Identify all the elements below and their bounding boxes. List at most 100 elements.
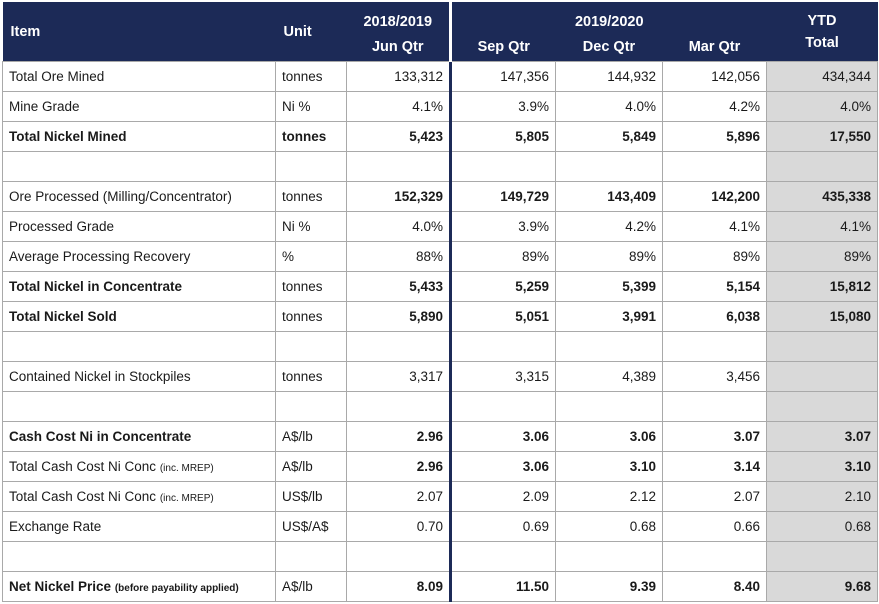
- cell-sep-qtr: 11.50: [449, 571, 556, 602]
- row-item-note: (inc. MREP): [159, 493, 214, 504]
- cell-sep-qtr: 149,729: [449, 181, 556, 212]
- cell-jun-qtr: 5,890: [346, 301, 451, 332]
- row-item-label: Total Cash Cost Ni Conc: [9, 489, 157, 504]
- row-unit: tonnes: [275, 361, 347, 392]
- cell-sep-qtr: 5,051: [449, 301, 556, 332]
- cell-jun-qtr: 5,423: [346, 121, 451, 152]
- row-item: Average Processing Recovery: [2, 241, 276, 272]
- cell-mar-qtr: 142,056: [661, 61, 768, 92]
- cell-jun-qtr: 152,329: [346, 181, 451, 212]
- spacer-row: [2, 391, 879, 422]
- cell-mar-qtr: 3.14: [661, 451, 768, 482]
- row-item: Mine Grade: [2, 91, 276, 122]
- cell-dec-qtr: 143,409: [555, 181, 663, 212]
- cell-ytd-total: 9.68: [766, 571, 879, 602]
- row-unit: tonnes: [275, 121, 347, 152]
- header-unit: Unit: [275, 2, 347, 62]
- cell-mar-qtr: 6,038: [661, 301, 768, 332]
- cell-ytd-total: 3.07: [766, 421, 879, 452]
- header-jun-qtr: Jun Qtr: [346, 32, 451, 62]
- cell-ytd-total: 2.10: [766, 481, 879, 512]
- row-item-label: Net Nickel Price: [9, 579, 112, 594]
- cell-dec-qtr: 3,991: [555, 301, 663, 332]
- row-item: Total Cash Cost Ni Conc (inc. MREP): [2, 451, 276, 482]
- header-ytd-line1: YTD: [807, 12, 837, 29]
- cell-mar-qtr: 5,154: [661, 271, 768, 302]
- row-item: Contained Nickel in Stockpiles: [2, 361, 276, 392]
- row-unit: US$/lb: [275, 481, 347, 512]
- table-row: Total Nickel Mined tonnes 5,423 5,805 5,…: [2, 121, 879, 152]
- cell-dec-qtr: 3.10: [555, 451, 663, 482]
- header-dec-qtr: Dec Qtr: [555, 32, 663, 62]
- row-item: Total Cash Cost Ni Conc (inc. MREP): [2, 481, 276, 512]
- cell-dec-qtr: 5,849: [555, 121, 663, 152]
- spacer-row: [2, 151, 879, 182]
- cell-dec-qtr: 5,399: [555, 271, 663, 302]
- cell-mar-qtr: 142,200: [661, 181, 768, 212]
- row-item-label: Total Cash Cost Ni Conc: [9, 459, 157, 474]
- cell-sep-qtr: 3.9%: [449, 91, 556, 122]
- cell-ytd-total: 89%: [766, 241, 879, 272]
- header-period-2018-2019: 2018/2019: [346, 2, 451, 32]
- row-unit: tonnes: [275, 271, 347, 302]
- row-item: Total Nickel Sold: [2, 301, 276, 332]
- cell-dec-qtr: 89%: [555, 241, 663, 272]
- row-unit: US$/A$: [275, 511, 347, 542]
- cell-ytd-total: 0.68: [766, 511, 879, 542]
- cell-mar-qtr: 2.07: [661, 481, 768, 512]
- header-item: Item: [2, 2, 276, 62]
- cell-sep-qtr: 3.9%: [449, 211, 556, 242]
- row-unit: A$/lb: [275, 571, 347, 602]
- table-row: Total Ore Mined tonnes 133,312 147,356 1…: [2, 61, 879, 92]
- cell-mar-qtr: 4.1%: [661, 211, 768, 242]
- table-row: Total Nickel Sold tonnes 5,890 5,051 3,9…: [2, 301, 879, 332]
- cell-sep-qtr: 5,805: [449, 121, 556, 152]
- cell-jun-qtr: 2.07: [346, 481, 451, 512]
- header-sep-qtr: Sep Qtr: [449, 32, 556, 62]
- cell-dec-qtr: 3.06: [555, 421, 663, 452]
- table-row: Exchange Rate US$/A$ 0.70 0.69 0.68 0.66…: [2, 511, 879, 542]
- cell-mar-qtr: 0.66: [661, 511, 768, 542]
- cell-ytd-total: 434,344: [766, 61, 879, 92]
- row-unit: Ni %: [275, 91, 347, 122]
- cell-mar-qtr: 4.2%: [661, 91, 768, 122]
- spacer-row: [2, 331, 879, 362]
- cell-jun-qtr: 3,317: [346, 361, 451, 392]
- cell-mar-qtr: 89%: [661, 241, 768, 272]
- cell-jun-qtr: 0.70: [346, 511, 451, 542]
- row-item-note: (before payability applied): [114, 583, 239, 594]
- table-row: Cash Cost Ni in Concentrate A$/lb 2.96 3…: [2, 421, 879, 452]
- cell-sep-qtr: 0.69: [449, 511, 556, 542]
- cell-jun-qtr: 8.09: [346, 571, 451, 602]
- cell-mar-qtr: 3.07: [661, 421, 768, 452]
- cell-jun-qtr: 4.1%: [346, 91, 451, 122]
- row-item: Total Nickel in Concentrate: [2, 271, 276, 302]
- row-unit: %: [275, 241, 347, 272]
- cell-dec-qtr: 4.2%: [555, 211, 663, 242]
- header-ytd-total: YTD Total: [766, 2, 878, 62]
- row-unit: A$/lb: [275, 421, 347, 452]
- row-item: Total Ore Mined: [2, 61, 276, 92]
- cell-dec-qtr: 2.12: [555, 481, 663, 512]
- row-unit: A$/lb: [275, 451, 347, 482]
- cell-ytd-total: 3.10: [766, 451, 879, 482]
- cell-jun-qtr: 4.0%: [346, 211, 451, 242]
- row-unit: tonnes: [275, 181, 347, 212]
- table-row: Total Cash Cost Ni Conc (inc. MREP) US$/…: [2, 481, 879, 512]
- cell-jun-qtr: 2.96: [346, 421, 451, 452]
- cell-jun-qtr: 2.96: [346, 451, 451, 482]
- cell-sep-qtr: 3.06: [449, 421, 556, 452]
- table-row: Mine Grade Ni % 4.1% 3.9% 4.0% 4.2% 4.0%: [2, 91, 879, 122]
- row-item: Net Nickel Price (before payability appl…: [2, 571, 276, 602]
- cell-ytd-total: [766, 361, 879, 392]
- cell-jun-qtr: 5,433: [346, 271, 451, 302]
- table-row: Net Nickel Price (before payability appl…: [2, 571, 879, 602]
- cell-sep-qtr: 2.09: [449, 481, 556, 512]
- table-row: Average Processing Recovery % 88% 89% 89…: [2, 241, 879, 272]
- table-row: Processed Grade Ni % 4.0% 3.9% 4.2% 4.1%…: [2, 211, 879, 242]
- cell-ytd-total: 17,550: [766, 121, 879, 152]
- header-mar-qtr: Mar Qtr: [662, 32, 767, 62]
- cell-mar-qtr: 5,896: [661, 121, 768, 152]
- row-item: Cash Cost Ni in Concentrate: [2, 421, 276, 452]
